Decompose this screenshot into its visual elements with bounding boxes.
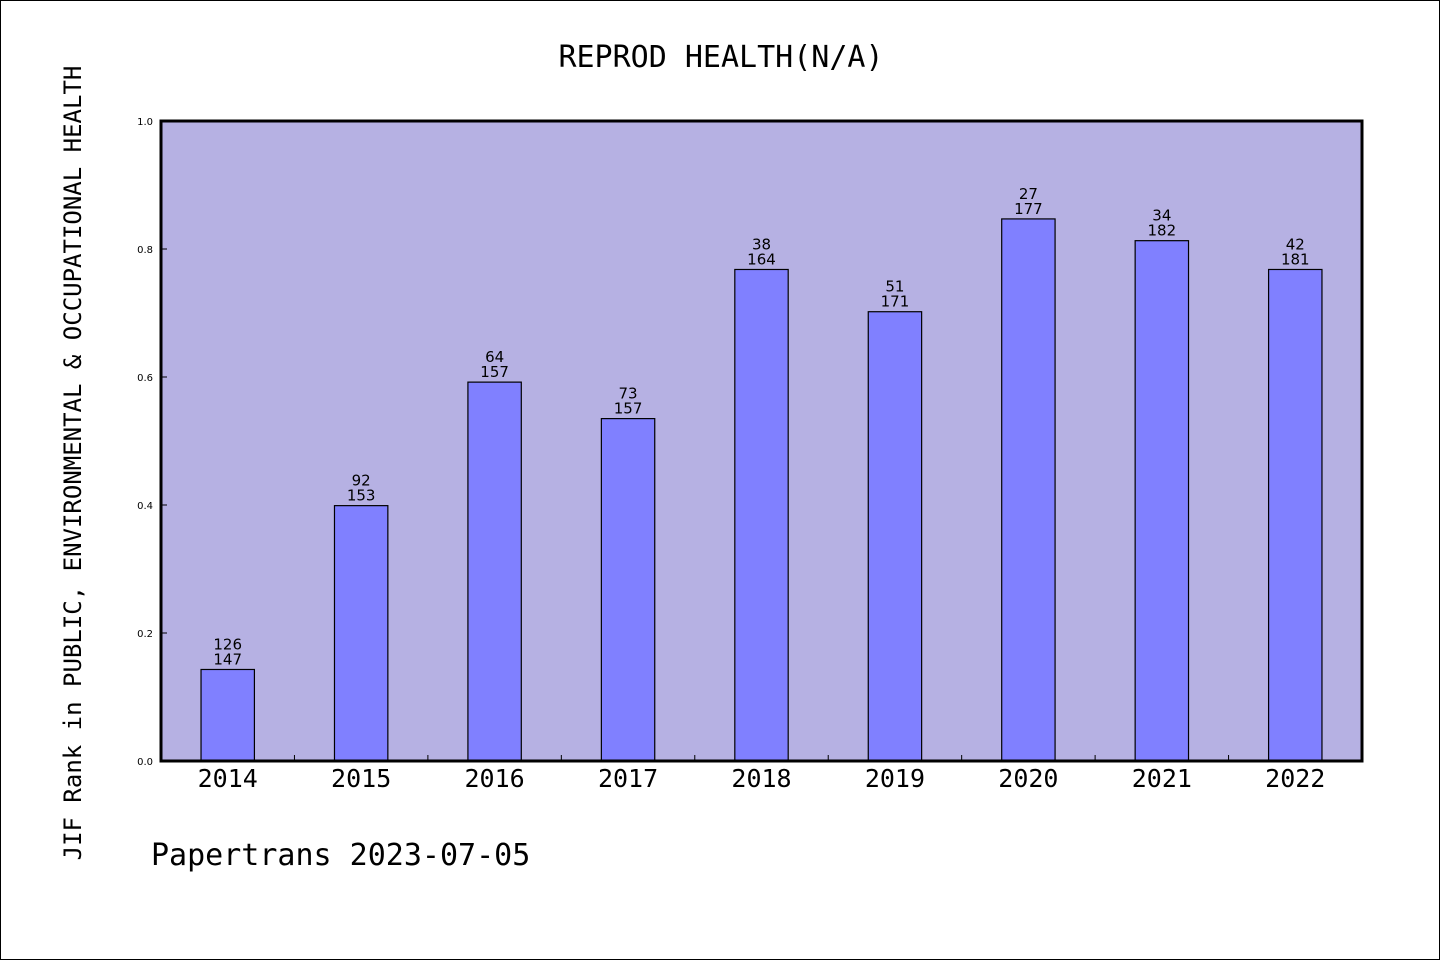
x-tick-label-2017: 2017 — [598, 764, 658, 793]
bar-total-label-2022: 181 — [1281, 250, 1310, 268]
bar-total-label-2016: 157 — [480, 363, 509, 381]
x-tick-label-2016: 2016 — [465, 764, 525, 793]
bar-rank-label-2014: 126 — [213, 635, 242, 653]
bar-2019 — [867, 311, 923, 762]
bar-2014 — [200, 668, 256, 762]
bar-rank-label-2015: 92 — [352, 472, 371, 490]
bar-2020 — [1001, 218, 1056, 762]
bar-rank-label-2019: 51 — [885, 278, 904, 296]
bar-total-label-2014: 147 — [213, 650, 242, 668]
x-tick-label-2018: 2018 — [731, 764, 791, 793]
bar-total-label-2019: 171 — [881, 293, 910, 311]
bar-total-label-2018: 164 — [747, 250, 776, 268]
x-tick-label-2022: 2022 — [1265, 764, 1325, 793]
y-tick-label-1.0: 1.0 — [137, 117, 153, 128]
y-tick-label-0.0: 0.0 — [137, 757, 153, 768]
bar-rank-label-2022: 42 — [1286, 235, 1305, 253]
bar-rank-label-2016: 64 — [485, 348, 504, 366]
bar-total-label-2015: 153 — [347, 487, 376, 505]
bar-2017 — [600, 418, 656, 762]
x-tick-label-2020: 2020 — [998, 764, 1058, 793]
bar-2021 — [1134, 240, 1190, 762]
x-axis-ticks: 2014 2015 2016 2017 2018 2019 2020 2021 2022 — [198, 755, 1325, 793]
y-tick-label-0.2: 0.2 — [137, 629, 153, 640]
x-tick-label-2019: 2019 — [865, 764, 925, 793]
y-axis-label: JIF Rank in PUBLIC, ENVIRONMENTAL & OCCU… — [59, 66, 87, 861]
footer-credit: Papertrans 2023-07-05 — [151, 838, 530, 873]
y-tick-label-0.8: 0.8 — [137, 245, 153, 256]
bar-rank-label-2017: 73 — [619, 385, 638, 403]
y-tick-label-0.6: 0.6 — [137, 373, 153, 384]
bar-rank-label-2021: 34 — [1152, 207, 1171, 225]
bar-2022 — [1267, 268, 1323, 762]
bar-series — [200, 218, 1323, 762]
bar-2018 — [734, 268, 789, 762]
bar-rank-label-2018: 38 — [752, 235, 771, 253]
bar-total-label-2017: 157 — [614, 400, 643, 418]
x-tick-label-2015: 2015 — [331, 764, 391, 793]
x-tick-label-2021: 2021 — [1132, 764, 1192, 793]
chart-title: REPROD HEALTH(N/A) — [558, 40, 883, 75]
bar-total-label-2020: 177 — [1014, 200, 1043, 218]
bar-2016 — [467, 381, 522, 762]
bar-total-label-2021: 182 — [1148, 222, 1177, 240]
plot-frame — [159, 119, 1364, 763]
y-tick-label-0.4: 0.4 — [137, 501, 153, 512]
bar-2015 — [333, 505, 389, 762]
x-tick-label-2014: 2014 — [198, 764, 258, 793]
bar-rank-label-2020: 27 — [1019, 185, 1038, 203]
